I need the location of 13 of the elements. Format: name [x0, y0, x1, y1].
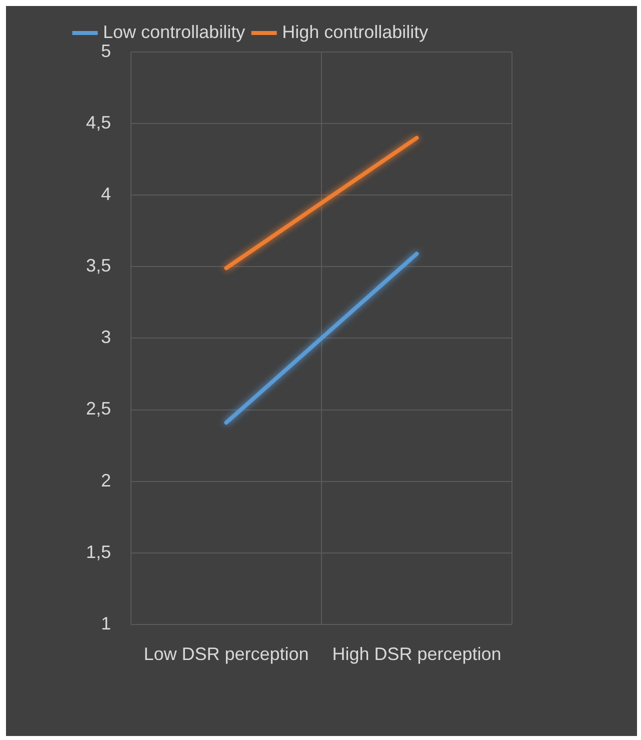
y-tick-label: 3: [101, 327, 112, 348]
y-tick-label: 3,5: [86, 256, 112, 276]
y-tick-label: 1: [101, 613, 112, 634]
y-tick-label: 5: [101, 40, 112, 61]
y-tick-label: 4: [101, 184, 112, 204]
y-tick-label: 4,5: [86, 112, 112, 133]
y-tick-label: 2,5: [86, 398, 112, 419]
y-tick-label: 1,5: [86, 542, 112, 562]
legend-label: Low controllability: [103, 22, 246, 42]
x-tick-label: Low DSR perception: [144, 644, 309, 664]
x-tick-label: High DSR perception: [332, 644, 502, 664]
y-tick-label: 2: [101, 470, 112, 490]
legend-label: High controllability: [282, 22, 428, 42]
